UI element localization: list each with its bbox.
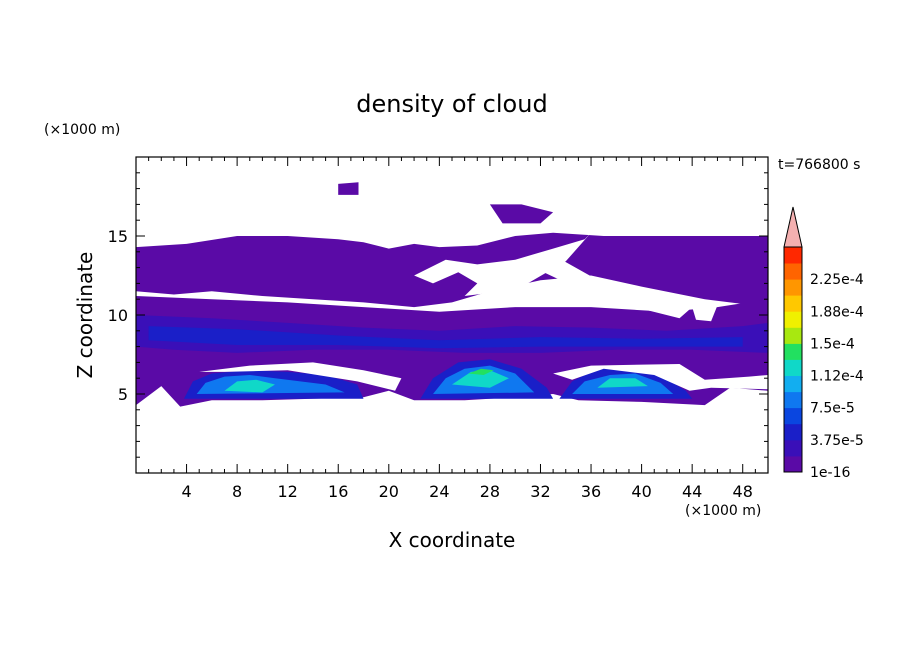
colorbar-frame [783, 246, 803, 473]
colorbar-label: 2.25e-4 [810, 272, 864, 288]
x-tick-label: 4 [181, 482, 191, 501]
colorbar-swatch [784, 311, 802, 328]
x-tick-label: 28 [480, 482, 500, 501]
y-axis-label: Z coordinate [73, 252, 97, 379]
colorbar-swatch [784, 423, 802, 441]
clear-region-clear-gap-2 [553, 364, 768, 391]
clear-region-clear-gap [199, 362, 402, 391]
colorbar-label: 1.5e-4 [810, 336, 855, 352]
colorbar-swatch [784, 455, 802, 473]
contour-region-blob-top-2 [489, 204, 554, 224]
colorbar-swatch [784, 343, 802, 360]
colorbar-label: 1.12e-4 [810, 369, 864, 385]
colorbar-swatch [784, 279, 802, 296]
contour-field [136, 182, 768, 407]
colorbar-swatch [784, 247, 802, 264]
contour-region-dome-2-inner [452, 370, 509, 388]
contour-region-mid-band-inner [148, 326, 743, 349]
colorbar-swatch [784, 263, 802, 280]
x-tick-label: 32 [530, 482, 550, 501]
y-tick-label: 5 [118, 385, 128, 404]
colorbar-swatch [784, 359, 802, 376]
x-tick-label: 20 [379, 482, 399, 501]
colorbar-over-arrow [783, 206, 803, 248]
y-unit-label: (×1000 m) [44, 122, 120, 138]
colorbar-swatch [784, 295, 802, 312]
contour-region-blob-top-1 [338, 182, 359, 195]
x-tick-label: 16 [328, 482, 348, 501]
x-tick-label: 36 [581, 482, 601, 501]
x-axis-label: X coordinate [389, 528, 516, 552]
clear-region-clear-notch-1 [540, 255, 693, 319]
x-tick-label: 8 [232, 482, 242, 501]
contour-region-dome-3-inner [597, 378, 648, 388]
x-tick-label: 48 [733, 482, 753, 501]
clear-region-clear-hook [414, 232, 591, 296]
colorbar-label: 7.5e-5 [810, 401, 855, 417]
time-label: t=766800 s [778, 157, 860, 173]
x-tick-label: 40 [631, 482, 651, 501]
x-tick-label: 44 [682, 482, 702, 501]
colorbar-label: 1.88e-4 [810, 304, 864, 320]
colorbar: 1e-16 3.75e-5 7.5e-5 1.12e-4 1.5e-4 1.88e-4 2.… [783, 206, 864, 481]
clear-region-clear-notch-2 [692, 305, 718, 322]
x-tick-label: 24 [429, 482, 449, 501]
colorbar-swatch [784, 375, 802, 393]
y-tick-label: 10 [108, 306, 128, 325]
colorbar-swatch [784, 327, 802, 344]
colorbar-label: 1e-16 [810, 465, 850, 481]
colorbar-swatch [784, 439, 802, 457]
colorbar-label: 3.75e-5 [810, 433, 864, 449]
colorbar-swatch [784, 407, 802, 425]
y-tick-label: 15 [108, 227, 128, 246]
chart-title: density of cloud [356, 90, 547, 118]
x-unit-label: (×1000 m) [685, 503, 761, 519]
contour-region-dome-1-inner [224, 379, 275, 393]
x-tick-label: 12 [278, 482, 298, 501]
contour-region-dome-2-core [468, 368, 494, 375]
colorbar-swatch [784, 391, 802, 409]
